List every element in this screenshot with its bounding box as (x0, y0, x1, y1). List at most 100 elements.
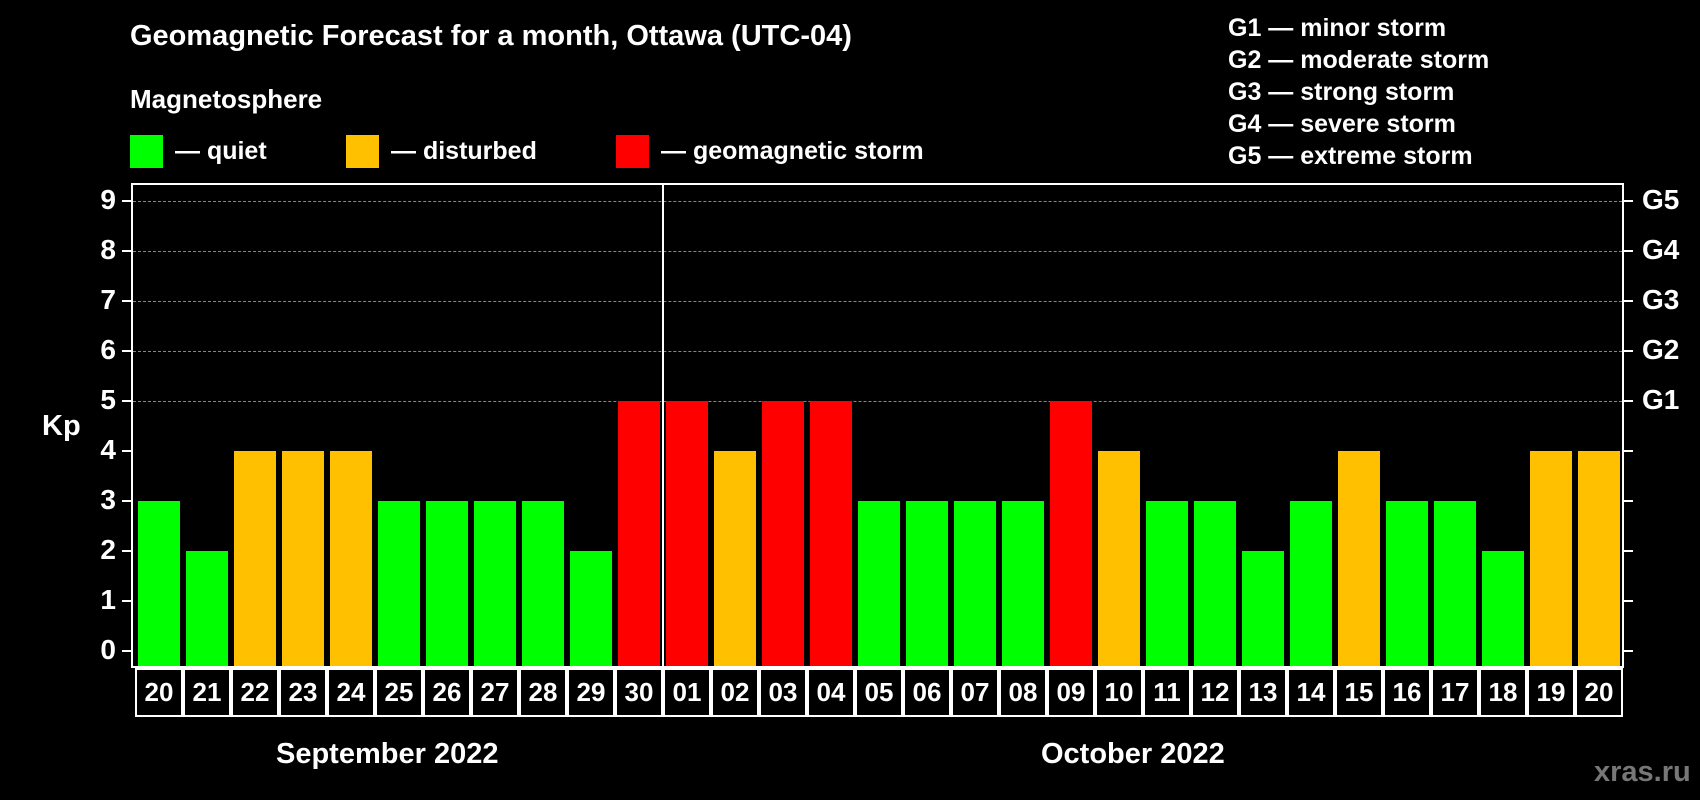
kp-bar (378, 501, 420, 667)
y-axis-label: Kp (42, 410, 81, 442)
y-tick (122, 200, 131, 202)
disturbed-swatch (346, 134, 379, 168)
date-label: 06 (903, 668, 951, 717)
date-label: 05 (855, 668, 903, 717)
date-label: 02 (711, 668, 759, 717)
date-label: 14 (1287, 668, 1335, 717)
right-tick (1624, 450, 1633, 452)
kp-bar (1242, 551, 1284, 667)
right-tick (1624, 500, 1633, 502)
y-tick (122, 350, 131, 352)
date-label: 10 (1095, 668, 1143, 717)
chart-title: Geomagnetic Forecast for a month, Ottawa… (130, 20, 852, 52)
kp-bar (1194, 501, 1236, 667)
g5-legend: G5 — extreme storm (1228, 142, 1473, 170)
g-scale-label: G2 (1642, 334, 1680, 365)
y-tick (122, 550, 131, 552)
g-scale-label: G4 (1642, 234, 1680, 265)
kp-bar (1434, 501, 1476, 667)
legend-disturbed-label: — disturbed (391, 136, 537, 165)
date-label: 15 (1335, 668, 1383, 717)
gridline (133, 201, 1622, 202)
g4-legend: G4 — severe storm (1228, 110, 1456, 138)
date-label: 16 (1383, 668, 1431, 717)
legend-storm: — geomagnetic storm (616, 134, 924, 168)
kp-bar (618, 401, 660, 667)
g-scale-label: G3 (1642, 284, 1680, 315)
kp-bar (1050, 401, 1092, 667)
y-tick (122, 400, 131, 402)
y-tick-label: 1 (100, 584, 116, 615)
kp-bar (522, 501, 564, 667)
plot-frame (131, 183, 1624, 668)
kp-bar (666, 401, 708, 667)
y-tick (122, 250, 131, 252)
y-tick (122, 450, 131, 452)
date-label: 21 (183, 668, 231, 717)
date-label: 13 (1239, 668, 1287, 717)
date-label: 08 (999, 668, 1047, 717)
kp-bar (1146, 501, 1188, 667)
date-label: 27 (471, 668, 519, 717)
g1-legend: G1 — minor storm (1228, 14, 1447, 42)
right-tick (1624, 300, 1633, 302)
date-label: 04 (807, 668, 855, 717)
date-label: 17 (1431, 668, 1479, 717)
y-tick-label: 9 (100, 184, 116, 215)
watermark: xras.ru (1594, 756, 1691, 788)
kp-bar (906, 501, 948, 667)
date-label: 19 (1527, 668, 1575, 717)
kp-bar (1290, 501, 1332, 667)
right-tick (1624, 400, 1633, 402)
date-label: 28 (519, 668, 567, 717)
kp-bar (714, 451, 756, 667)
right-tick (1624, 200, 1633, 202)
right-tick (1624, 250, 1633, 252)
g2-legend: G2 — moderate storm (1228, 46, 1490, 74)
date-label: 09 (1047, 668, 1095, 717)
right-tick (1624, 550, 1633, 552)
date-label: 18 (1479, 668, 1527, 717)
date-label: 12 (1191, 668, 1239, 717)
g-scale-label: G5 (1642, 184, 1680, 215)
y-tick-label: 0 (100, 634, 116, 665)
month-divider (662, 183, 664, 668)
kp-bar (570, 551, 612, 667)
kp-bar (954, 501, 996, 667)
g3-legend: G3 — strong storm (1228, 78, 1455, 106)
g-scale-label: G1 (1642, 384, 1680, 415)
legend-title: Magnetosphere (130, 84, 323, 114)
storm-swatch (616, 134, 649, 168)
storm-scale-legend: G1 — minor storm G2 — moderate storm G3 … (1228, 12, 1489, 172)
date-label: 29 (567, 668, 615, 717)
date-label: 22 (231, 668, 279, 717)
date-label: 30 (615, 668, 663, 717)
kp-bar (474, 501, 516, 667)
y-tick (122, 650, 131, 652)
date-label: 25 (375, 668, 423, 717)
y-tick (122, 600, 131, 602)
kp-bar (810, 401, 852, 667)
kp-bar (1002, 501, 1044, 667)
kp-bar (762, 401, 804, 667)
y-tick-label: 2 (100, 534, 116, 565)
y-tick-label: 5 (100, 384, 116, 415)
y-tick-label: 7 (100, 284, 116, 315)
right-tick (1624, 650, 1633, 652)
kp-bar (858, 501, 900, 667)
quiet-swatch (130, 134, 163, 168)
legend-quiet: — quiet (130, 134, 267, 168)
month-label-october: October 2022 (1041, 738, 1225, 770)
kp-bar (330, 451, 372, 667)
kp-bar (426, 501, 468, 667)
legend-storm-label: — geomagnetic storm (661, 136, 924, 165)
date-label: 20 (1575, 668, 1623, 717)
date-label: 11 (1143, 668, 1191, 717)
y-tick-label: 6 (100, 334, 116, 365)
kp-bar (186, 551, 228, 667)
date-label: 24 (327, 668, 375, 717)
y-tick (122, 500, 131, 502)
right-tick (1624, 600, 1633, 602)
kp-bar (234, 451, 276, 667)
y-tick-label: 4 (100, 434, 116, 465)
